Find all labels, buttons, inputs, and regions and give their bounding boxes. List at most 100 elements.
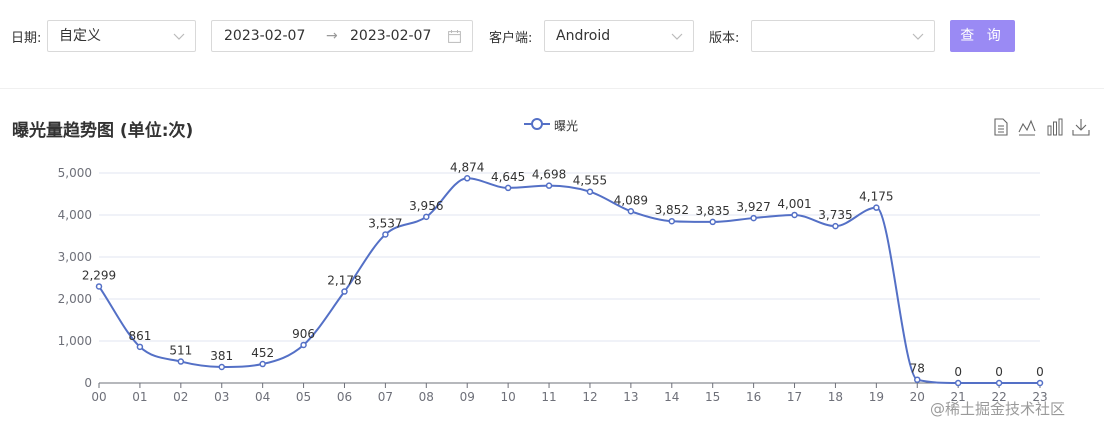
data-point[interactable] [668,217,676,225]
x-tick-label: 05 [296,390,311,404]
data-point[interactable] [463,175,471,182]
data-label: 4,698 [532,168,566,182]
data-label: 78 [910,362,925,376]
data-point[interactable] [627,208,635,215]
data-label: 3,852 [655,203,689,217]
x-tick-label: 07 [378,390,393,404]
client-select[interactable]: Android [544,20,694,52]
data-point[interactable] [177,358,185,365]
data-point[interactable] [136,343,144,351]
client-label: 客户端: [489,31,533,46]
data-point[interactable] [341,288,348,295]
x-tick-label: 01 [132,390,147,404]
x-tick-label: 18 [828,390,843,404]
bar-chart-icon[interactable] [1046,118,1064,136]
x-tick-label: 20 [910,390,925,404]
y-tick-label: 5,000 [58,166,92,180]
chevron-down-icon [912,33,924,40]
data-label: 4,645 [491,170,525,184]
y-tick-label: 4,000 [58,208,92,222]
x-tick-label: 23 [1032,390,1047,404]
client-value: Android [556,28,611,44]
data-label: 452 [251,346,274,360]
data-point[interactable] [382,231,389,238]
divider [0,88,1104,89]
chevron-down-icon [671,33,683,40]
version-label: 版本: [709,31,740,46]
data-label: 906 [292,327,315,341]
query-button[interactable]: 查 询 [950,20,1015,52]
data-point[interactable] [995,379,1003,387]
data-point[interactable] [709,218,716,226]
date-mode-value: 自定义 [59,28,101,44]
legend-marker-icon [524,118,550,130]
y-tick-label: 3,000 [58,250,92,264]
data-point[interactable] [95,283,103,290]
watermark: @稀土掘金技术社区 [930,400,1066,418]
data-point[interactable] [423,213,430,221]
x-tick-label: 22 [991,390,1006,404]
data-label: 3,956 [409,199,443,213]
data-label: 4,874 [450,160,484,174]
range-arrow: → [326,28,338,44]
x-tick-label: 00 [91,390,106,404]
data-point[interactable] [1036,379,1044,387]
data-point[interactable] [504,184,512,192]
x-tick-label: 15 [705,390,720,404]
x-tick-label: 03 [214,390,229,404]
data-point[interactable] [300,341,307,349]
data-label: 511 [169,344,192,358]
x-tick-label: 02 [173,390,188,404]
y-tick-label: 0 [84,376,92,390]
data-point[interactable] [954,379,962,387]
end-date[interactable]: 2023-02-07 [350,28,432,44]
data-label: 4,175 [859,190,893,204]
x-tick-label: 06 [337,390,352,404]
x-tick-label: 19 [869,390,884,404]
data-point[interactable] [218,363,225,371]
data-label: 2,299 [82,268,116,282]
x-tick-label: 11 [541,390,556,404]
data-label: 2,178 [327,274,361,288]
data-label: 0 [1036,365,1044,379]
data-point[interactable] [873,204,880,211]
data-point[interactable] [791,211,798,219]
download-icon[interactable] [1072,118,1090,136]
x-tick-label: 21 [951,390,966,404]
x-tick-label: 09 [460,390,475,404]
data-point[interactable] [586,188,594,195]
legend-label: 曝光 [554,119,579,133]
x-tick-label: 10 [500,390,515,404]
calendar-icon [448,30,461,43]
line-chart-icon[interactable] [1018,118,1036,136]
data-point[interactable] [750,214,757,222]
series-line [98,177,1040,384]
date-label: 日期: [11,31,42,46]
data-point[interactable] [832,222,839,230]
data-point[interactable] [259,360,266,368]
x-tick-label: 16 [746,390,761,404]
x-tick-label: 04 [255,390,270,404]
date-mode-select[interactable]: 自定义 [47,20,196,52]
data-point[interactable] [545,182,553,189]
data-label: 4,555 [573,174,607,188]
version-select[interactable] [751,20,935,52]
data-label: 861 [128,329,151,343]
data-label: 0 [995,365,1003,379]
document-icon[interactable] [992,118,1010,136]
x-tick-label: 08 [419,390,434,404]
chevron-down-icon [173,33,185,40]
chart-title: 曝光量趋势图 (单位:次) [12,121,194,141]
y-tick-label: 2,000 [58,292,92,306]
x-tick-label: 14 [664,390,679,404]
y-tick-label: 1,000 [58,334,92,348]
start-date[interactable]: 2023-02-07 [224,28,306,44]
data-label: 4,089 [614,193,648,207]
data-point[interactable] [914,376,921,383]
x-tick-label: 12 [582,390,597,404]
data-label: 3,835 [696,204,730,218]
data-label: 4,001 [777,197,811,211]
filter-bar: 日期: 自定义 2023-02-07 → 2023-02-07 客户端: And… [0,0,1104,70]
date-range-picker[interactable]: 2023-02-07 → 2023-02-07 [211,20,473,52]
